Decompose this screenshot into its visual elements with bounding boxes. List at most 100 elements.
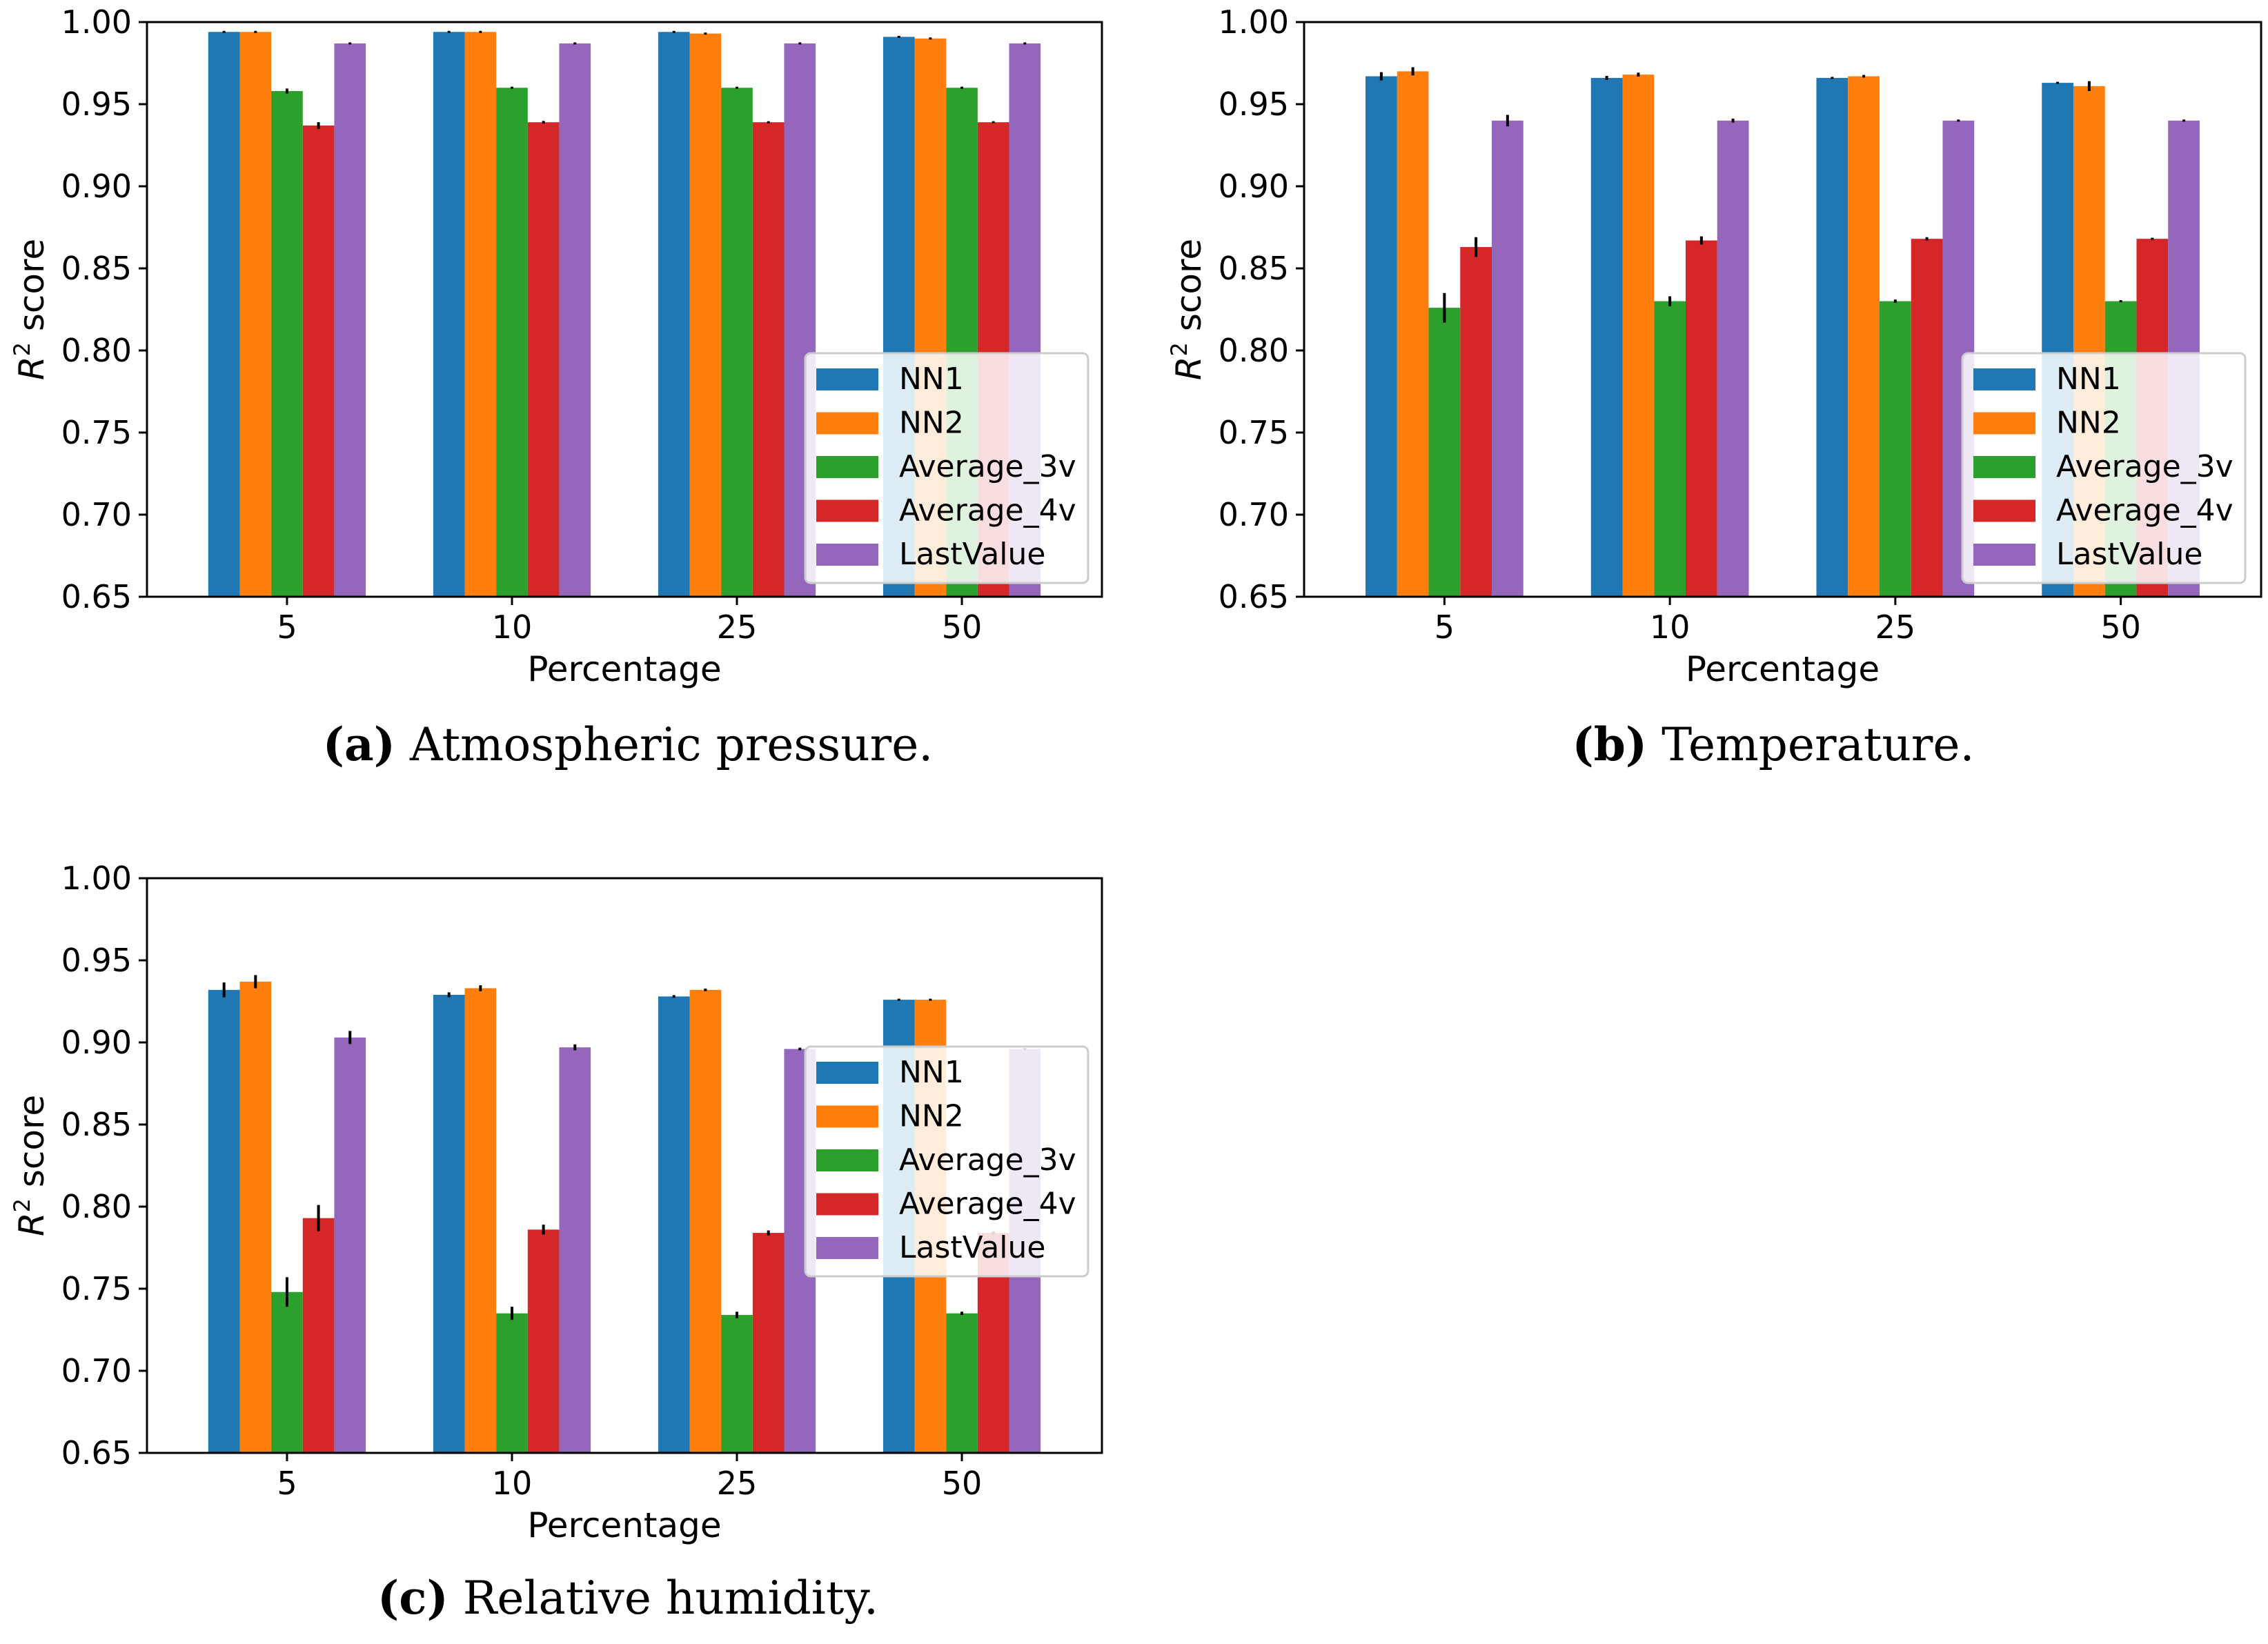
- bar-average-3v-25: [721, 1315, 753, 1453]
- panel-caption-text: Atmospheric pressure.: [409, 718, 933, 771]
- y-tick-label: 0.70: [61, 496, 132, 533]
- panel-caption: (c) Relative humidity.: [377, 1571, 878, 1625]
- y-tick-label: 0.90: [61, 1024, 132, 1061]
- y-tick-label: 0.80: [61, 1188, 132, 1225]
- y-tick-label: 0.95: [61, 942, 132, 979]
- legend-label: LastValue: [899, 1230, 1045, 1265]
- panel-caption: (a) Atmospheric pressure.: [323, 717, 934, 771]
- legend-label: Average_4v: [899, 1187, 1076, 1222]
- bar-average-3v-10: [496, 88, 528, 597]
- y-axis-label-text: score: [1169, 239, 1209, 342]
- y-axis-label-superscript: 2: [9, 1198, 35, 1212]
- y-tick-label: 0.90: [1219, 168, 1289, 205]
- plot-frame: [146, 877, 1103, 1454]
- y-tick-label: 0.65: [61, 578, 132, 615]
- chart-panel-b: 0.65 0.70 0.75 0.80 0.85 0.90 0.95 1.00 5 10 25 50 P…: [1166, 3, 2262, 771]
- legend-swatch: [816, 1193, 878, 1216]
- bar-nn2-10: [464, 32, 497, 597]
- bar-lastvalue-10: [559, 43, 591, 597]
- y-tick-label: 0.70: [1219, 496, 1289, 533]
- y-tick-label: 0.75: [61, 414, 132, 451]
- x-axis-label: Percentage: [527, 649, 721, 689]
- bar-nn2-5: [1397, 71, 1429, 597]
- bar-lastvalue-10: [1717, 120, 1749, 597]
- x-tick-label: 25: [717, 1465, 758, 1502]
- legend-label: LastValue: [899, 537, 1045, 572]
- y-tick-label: 0.95: [61, 86, 132, 123]
- legend-box: [1961, 352, 2247, 584]
- bar-average-3v-5: [271, 90, 303, 597]
- legend-swatch: [816, 1149, 878, 1171]
- y-tick-label: 0.85: [61, 1106, 132, 1143]
- legend-label: NN2: [899, 1099, 964, 1134]
- bar-nn1-5: [208, 32, 240, 597]
- panel-caption-letter: (b): [1572, 717, 1648, 771]
- legend-label: NN2: [899, 406, 964, 441]
- bar-average-3v-10: [1654, 301, 1686, 597]
- chart-panel-a: 0.65 0.70 0.75 0.80 0.85 0.90 0.95 1.00 5 10 25 50 P…: [9, 3, 1103, 771]
- x-tick-label: 25: [717, 608, 758, 646]
- y-axis-label-text: score: [12, 1095, 52, 1198]
- bar-lastvalue-5: [334, 43, 366, 597]
- bar-nn2-10: [464, 988, 497, 1453]
- x-tick-label: 5: [277, 1465, 297, 1502]
- y-tick-label: 1.00: [61, 3, 132, 41]
- bar-nn1-25: [658, 996, 690, 1453]
- bar-lastvalue-5: [1492, 120, 1523, 597]
- y-axis-label: R2 score: [1166, 239, 1209, 380]
- legend: NN1 NN2 Average_3v Average_4v LastValue: [804, 352, 1089, 584]
- bar-nn2-25: [689, 989, 722, 1453]
- panel-caption-text: Temperature.: [1661, 718, 1974, 771]
- bar-nn2-25: [1848, 76, 1880, 597]
- panel-caption-space: [395, 718, 410, 771]
- bar-nn1-10: [1590, 77, 1623, 597]
- bar-average-3v-5: [271, 1291, 303, 1453]
- bar-average-3v-5: [1428, 308, 1461, 597]
- bar-nn2-5: [239, 32, 272, 597]
- bar-average-4v-10: [1686, 240, 1717, 597]
- y-axis-label-superscript: 2: [9, 342, 35, 356]
- bar-nn1-25: [1816, 77, 1848, 597]
- x-tick-label: 10: [492, 608, 533, 646]
- bar-nn2-10: [1622, 75, 1655, 597]
- legend-box: [804, 352, 1089, 584]
- legend-swatch: [816, 412, 878, 435]
- x-tick-label: 10: [1650, 608, 1690, 646]
- x-tick-label: 5: [1434, 608, 1455, 646]
- bar-average-3v-25: [1880, 301, 1911, 597]
- x-tick-label: 10: [492, 1465, 533, 1502]
- legend-label: Average_3v: [899, 1142, 1076, 1178]
- bar-average-4v-25: [1911, 239, 1943, 597]
- y-axis-label-symbol: R: [12, 356, 52, 380]
- legend-swatch: [816, 499, 878, 522]
- bar-average-4v-25: [752, 1233, 785, 1453]
- chart-panel-c: 0.65 0.70 0.75 0.80 0.85 0.90 0.95 1.00 5 10 25 50 P…: [9, 860, 1103, 1625]
- legend-swatch: [1973, 368, 2035, 390]
- bar-nn1-10: [433, 32, 465, 597]
- panel-caption-space: [1647, 718, 1661, 771]
- legend-label: NN2: [2056, 406, 2121, 441]
- legend: NN1 NN2 Average_3v Average_4v LastValue: [804, 1045, 1089, 1278]
- plot-frame: [146, 21, 1103, 598]
- legend-label: NN1: [899, 1055, 964, 1090]
- y-tick-label: 0.75: [1219, 414, 1289, 451]
- x-tick-label: 50: [942, 608, 983, 646]
- legend-swatch: [816, 1105, 878, 1128]
- bar-average-3v-50: [946, 1313, 978, 1453]
- bar-nn1-5: [208, 989, 240, 1453]
- x-axis-label: Percentage: [527, 1505, 721, 1545]
- legend-swatch: [816, 1062, 878, 1084]
- y-axis-label-superscript: 2: [1166, 342, 1192, 356]
- y-tick-label: 0.80: [1219, 332, 1289, 369]
- bar-average-4v-10: [527, 122, 560, 597]
- x-axis-label: Percentage: [1686, 649, 1880, 689]
- bar-nn1-5: [1365, 76, 1397, 597]
- y-tick-label: 0.90: [61, 168, 132, 205]
- plot-frame: [1303, 21, 2262, 598]
- legend-swatch: [816, 1237, 878, 1259]
- legend-box: [804, 1045, 1089, 1278]
- bar-average-4v-10: [527, 1229, 560, 1453]
- y-tick-label: 0.65: [1219, 578, 1289, 615]
- panel-caption-space: [448, 1572, 463, 1625]
- legend-label: Average_4v: [899, 493, 1076, 528]
